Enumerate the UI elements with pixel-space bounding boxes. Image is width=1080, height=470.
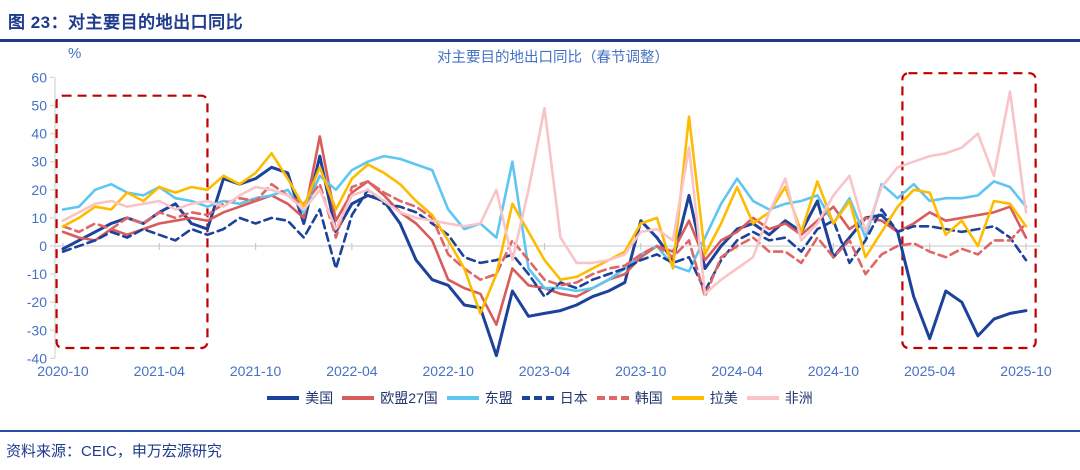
y-tick-label: 0 (39, 238, 47, 254)
x-tick-label: 2025-10 (1000, 363, 1052, 379)
legend-swatch (746, 396, 779, 400)
legend-item-欧盟27国: 欧盟27国 (342, 388, 438, 408)
y-tick-label: -10 (27, 266, 47, 282)
y-tick-label: -40 (27, 350, 47, 366)
source-text: 资料来源：CEIC，申万宏源研究 (6, 443, 222, 460)
y-tick-label: -30 (27, 322, 47, 338)
figure-title: 图 23：对主要目的地出口同比 (8, 13, 244, 32)
legend-item-东盟: 东盟 (446, 388, 513, 408)
legend-label: 日本 (559, 390, 588, 406)
y-tick-label: -20 (27, 294, 47, 310)
legend-item-非洲: 非洲 (746, 388, 813, 408)
legend-item-韩国: 韩国 (596, 388, 663, 408)
legend-item-美国: 美国 (267, 388, 333, 408)
annotation-box (901, 72, 1037, 350)
legend-label: 非洲 (784, 390, 813, 406)
legend-swatch (267, 396, 300, 400)
x-tick-label: 2023-04 (519, 363, 571, 379)
legend-swatch (342, 396, 375, 400)
chart-title: 对主要目的地出口同比（春节调整） (437, 49, 669, 66)
x-tick-label: 2024-10 (808, 363, 860, 379)
series-line-韩国 (61, 180, 1028, 298)
source-divider (0, 430, 1080, 432)
legend-item-日本: 日本 (521, 388, 588, 408)
legend-label: 拉美 (709, 390, 738, 406)
y-tick-label: 60 (31, 69, 47, 85)
x-tick-label: 2023-10 (615, 363, 667, 379)
y-tick-label: 10 (31, 210, 47, 226)
x-tick-label: 2021-10 (230, 363, 282, 379)
y-tick-label: 30 (31, 154, 47, 170)
x-tick-label: 2025-04 (904, 363, 956, 379)
legend-item-拉美: 拉美 (671, 388, 738, 408)
series-line-非洲 (61, 90, 1028, 296)
series-line-日本 (61, 188, 1028, 298)
chart-legend: 美国 欧盟27国 东盟 日本 韩国 拉美 非洲 (0, 388, 1080, 408)
legend-label: 韩国 (634, 390, 663, 406)
legend-swatch (446, 396, 479, 400)
x-tick-label: 2020-10 (37, 363, 89, 379)
x-tick-label: 2021-04 (134, 363, 186, 379)
figure-header: 图 23：对主要目的地出口同比 (0, 6, 1080, 42)
legend-swatch (671, 396, 704, 400)
x-tick-label: 2024-04 (711, 363, 763, 379)
legend-label: 欧盟27国 (380, 390, 438, 406)
x-tick-label: 2022-04 (326, 363, 378, 379)
legend-label: 美国 (305, 390, 334, 406)
annotation-box (55, 94, 209, 350)
legend-swatch (596, 396, 629, 400)
y-tick-label: 20 (31, 182, 47, 198)
legend-swatch (521, 396, 554, 400)
x-tick-label: 2022-10 (423, 363, 475, 379)
series-line-拉美 (61, 115, 1028, 315)
legend-label: 东盟 (484, 390, 513, 406)
y-axis-unit: % (68, 45, 81, 62)
y-tick-label: 50 (31, 98, 47, 114)
y-tick-label: 40 (31, 126, 47, 142)
